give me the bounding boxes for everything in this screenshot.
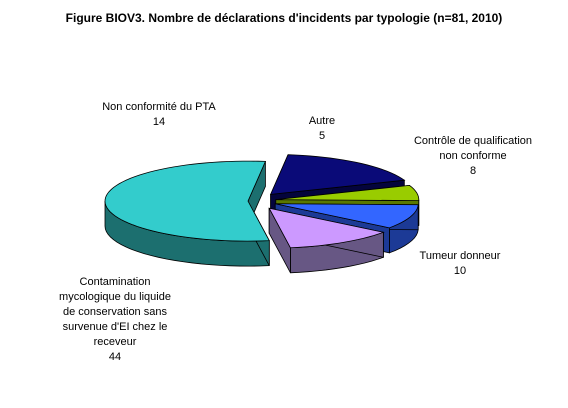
slice-value-contamination: 44 bbox=[108, 351, 122, 363]
pie-slice-autre bbox=[275, 184, 420, 202]
pie-slice-controle bbox=[275, 203, 419, 229]
slice-label-pta: Non conformité du PTA 14 bbox=[82, 100, 236, 130]
slice-value-autre: 5 bbox=[318, 130, 326, 142]
slice-value-pta: 14 bbox=[152, 116, 166, 128]
pie-slice-contamination bbox=[104, 160, 270, 242]
chart-title: Figure BIOV3. Nombre de déclarations d'i… bbox=[65, 11, 503, 25]
slice-label-tumeur: Tumeur donneur 10 bbox=[400, 249, 520, 279]
pie-slice-pta bbox=[269, 154, 406, 195]
slice-label-contamination: Contamination mycologique du liquide de … bbox=[40, 275, 190, 365]
slice-label-autre: Autre 5 bbox=[285, 114, 359, 144]
slice-label-controle: Contrôle de qualification non conforme 8 bbox=[398, 134, 548, 179]
slice-value-tumeur: 10 bbox=[453, 265, 467, 277]
slice-value-controle: 8 bbox=[469, 165, 477, 177]
pie-slice-tumeur bbox=[268, 207, 385, 249]
